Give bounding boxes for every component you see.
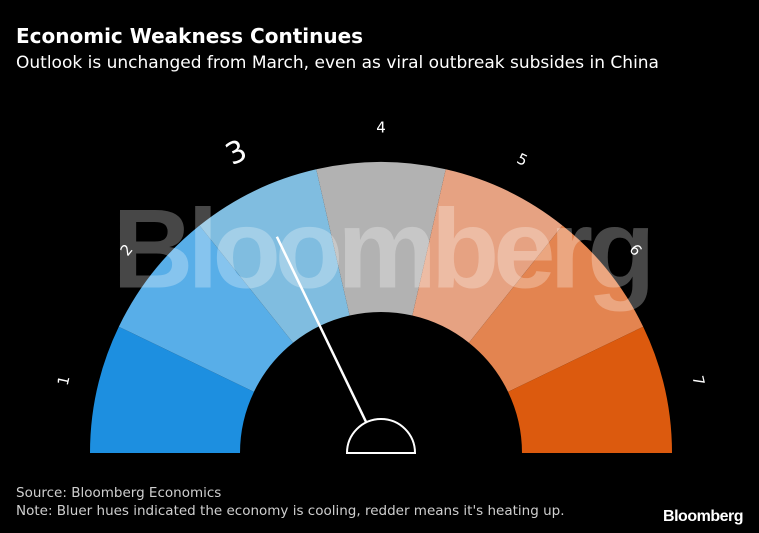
gauge-segment (118, 225, 294, 392)
gauge-segment (468, 225, 644, 392)
gauge-segment (199, 169, 350, 343)
gauge-segment (90, 326, 254, 453)
gauge-label: 3 (220, 133, 252, 173)
source-note: Source: Bloomberg Economics (16, 485, 222, 501)
gauge-segment (412, 169, 563, 343)
gauge-label: 5 (514, 150, 530, 170)
gauge-segment (316, 161, 446, 316)
needle-hub (345, 418, 417, 454)
needle (275, 236, 383, 454)
gauge-label: 7 (689, 374, 709, 387)
footnote: Note: Bluer hues indicated the economy i… (16, 503, 565, 519)
gauge-label: 1 (54, 374, 74, 387)
gauge-segment (508, 326, 672, 453)
watermark: Bloomberg (112, 187, 649, 312)
gauge-label: 4 (376, 119, 386, 137)
chart-subtitle: Outlook is unchanged from March, even as… (16, 53, 659, 73)
logo: Bloomberg (663, 508, 743, 525)
chart-title: Economic Weakness Continues (16, 24, 364, 48)
